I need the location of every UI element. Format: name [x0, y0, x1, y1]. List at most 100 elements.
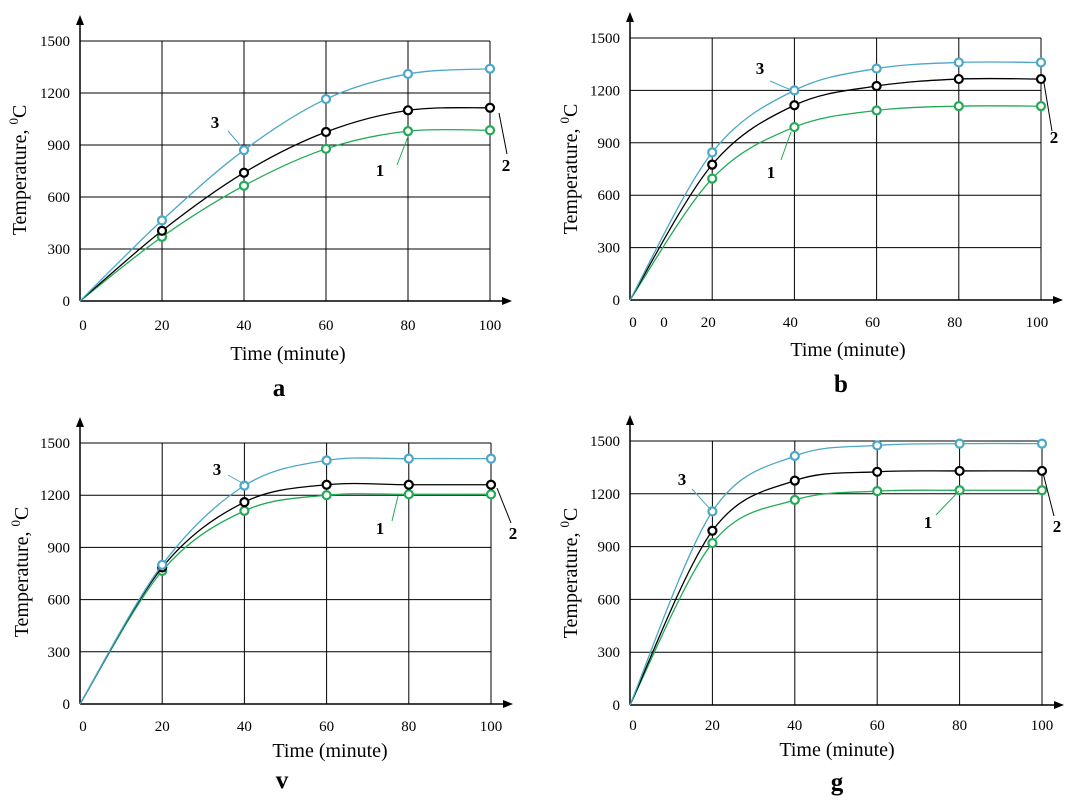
curve-label-leader: [780, 131, 792, 161]
data-point: [402, 126, 414, 137]
data-point: [1036, 485, 1048, 496]
data-point: [320, 143, 332, 154]
panel-label: a: [273, 375, 286, 402]
curve-label-leader: [396, 133, 410, 166]
data-point: [484, 63, 496, 74]
x-tick-label: 40: [787, 718, 802, 734]
y-axis-arrowhead: [76, 15, 84, 25]
series-1: 1: [79, 125, 496, 302]
y-axis-title: Temperature, 0C: [8, 507, 33, 638]
y-axis-title-text: Temperature,: [560, 528, 582, 639]
y-axis-title-text: Temperature,: [9, 125, 31, 236]
data-point: [871, 63, 882, 74]
x-tick-label: 60: [865, 315, 880, 331]
x-tick-label: 60: [319, 318, 334, 334]
y-axis-title: Temperature, 0C: [6, 105, 31, 236]
x-tick-label: 20: [705, 718, 720, 734]
curve-label-leader: [935, 490, 960, 516]
data-point: [1035, 101, 1047, 112]
y-tick-label: 600: [48, 190, 71, 206]
x-axis-arrowhead: [503, 700, 513, 708]
y-axis-title-text: Temperature,: [11, 527, 33, 638]
y-axis-title-text: Temperature,: [560, 124, 582, 235]
panel-label: b: [834, 371, 848, 398]
data-point: [954, 438, 965, 449]
data-point: [239, 505, 250, 516]
x-tick-label: 100: [1031, 718, 1054, 734]
x-tick-label: 80: [947, 315, 962, 331]
data-point: [789, 85, 800, 96]
curve-label-leader: [1042, 472, 1055, 517]
x-tick-label: 60: [870, 718, 885, 734]
y-tick-label: 1200: [40, 86, 70, 102]
x-tick-label: 60: [319, 719, 334, 735]
data-point: [403, 489, 414, 500]
data-point: [238, 180, 250, 191]
data-point: [872, 466, 883, 477]
data-point: [707, 147, 718, 158]
panel-label: g: [831, 769, 844, 796]
data-point: [156, 225, 168, 236]
data-point: [239, 497, 250, 508]
x-tick-label: 80: [952, 718, 967, 734]
grid: [80, 40, 491, 301]
data-point: [789, 450, 800, 462]
panel-label: v: [276, 767, 289, 794]
curve-label: 3: [213, 460, 222, 479]
data-point: [871, 105, 882, 116]
curve-label-leader: [769, 80, 792, 91]
y-tick-label: 0: [63, 294, 71, 310]
data-point: [320, 126, 332, 138]
y-tick-label: 1200: [590, 487, 620, 503]
data-point: [1036, 465, 1048, 477]
data-point: [156, 215, 168, 226]
curve-label-leader: [391, 495, 399, 522]
grid: [80, 442, 492, 704]
x-tick-label: 40: [237, 719, 252, 735]
series-3: 3: [629, 57, 1047, 301]
y-axis-title-unit: C: [560, 104, 582, 117]
x-axis-title: Time (minute): [230, 343, 345, 365]
data-point: [871, 80, 882, 92]
y-tick-label: 900: [598, 540, 621, 556]
x-tick-label: 0: [79, 719, 87, 735]
curve-label: 2: [1050, 128, 1059, 147]
x-axis-arrowhead: [1053, 296, 1063, 304]
x-tick-label: 0: [629, 718, 637, 734]
curve-label-leader: [227, 130, 242, 147]
data-point: [403, 479, 414, 490]
y-tick-label: 0: [613, 698, 621, 714]
x-tick-label: 20: [155, 719, 170, 735]
curve-label-leader: [691, 488, 712, 511]
data-point: [872, 440, 883, 451]
curve-label-leader: [227, 474, 245, 485]
y-tick-label: 1500: [40, 436, 70, 452]
y-tick-label: 900: [598, 136, 621, 152]
y-axis-arrowhead: [626, 415, 634, 425]
series-1: 1: [629, 101, 1047, 301]
y-axis-title-unit: C: [9, 105, 31, 118]
data-point: [1035, 57, 1047, 68]
data-point: [789, 475, 800, 486]
series-2: 2: [629, 73, 1059, 301]
y-tick-label: 300: [598, 241, 621, 257]
x-tick-label: 40: [237, 318, 252, 334]
curve-label-leader: [1043, 82, 1053, 132]
y-axis-arrowhead: [626, 12, 634, 22]
curve-label: 1: [376, 519, 385, 538]
y-tick-label: 600: [598, 592, 621, 608]
y-tick-label: 900: [48, 138, 71, 154]
data-point: [954, 465, 965, 477]
curve-label: 3: [756, 59, 765, 78]
data-point: [1036, 438, 1048, 449]
series-1: 1: [629, 485, 1048, 706]
y-tick-label: 1200: [40, 488, 70, 504]
y-tick-label: 1200: [590, 83, 620, 99]
y-axis-title-unit: C: [11, 507, 33, 520]
data-point: [484, 125, 496, 136]
x-axis-title: Time (minute): [272, 740, 387, 762]
y-tick-label: 1500: [590, 434, 620, 450]
series-line-2: [79, 107, 491, 302]
